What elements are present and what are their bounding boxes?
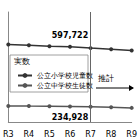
- svg-text:実数: 実数: [14, 57, 30, 66]
- svg-text:R8: R8: [106, 130, 117, 139]
- svg-text:R9: R9: [126, 130, 137, 139]
- svg-text:234,928: 234,928: [52, 113, 89, 122]
- svg-text:R6: R6: [65, 130, 76, 139]
- svg-text:推計: 推計: [98, 74, 114, 83]
- svg-text:R7: R7: [85, 130, 96, 139]
- svg-text:R3: R3: [3, 130, 14, 139]
- svg-text:公立中学校生徒数: 公立中学校生徒数: [37, 82, 93, 90]
- svg-text:R4: R4: [24, 130, 35, 139]
- svg-text:R5: R5: [44, 130, 55, 139]
- svg-text:公立小学校児童数: 公立小学校児童数: [37, 72, 93, 80]
- svg-text:597,722: 597,722: [52, 31, 88, 40]
